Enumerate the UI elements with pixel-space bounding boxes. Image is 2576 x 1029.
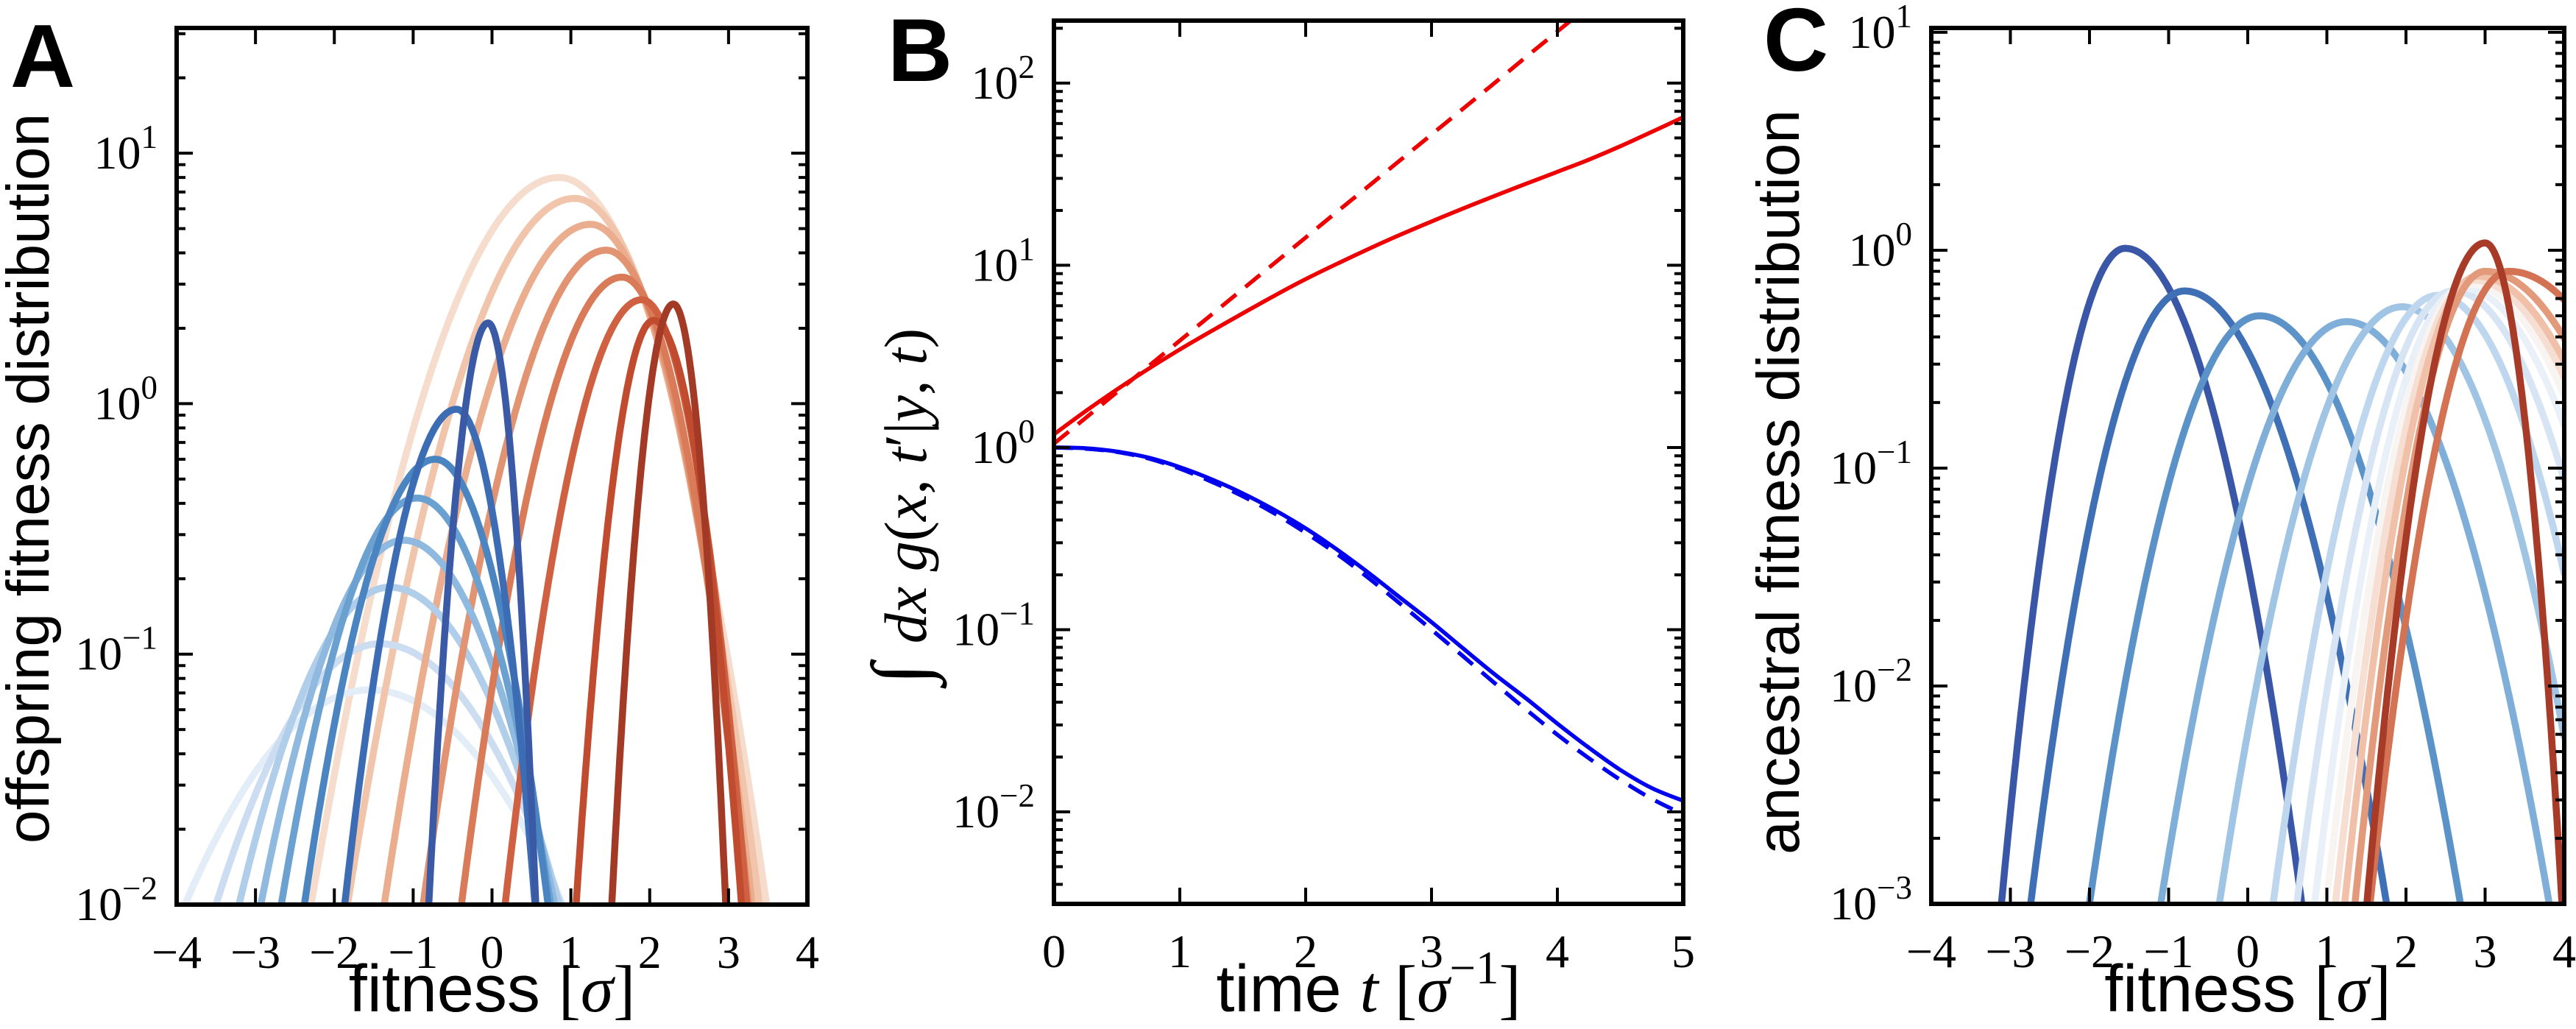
panel-A-curves — [181, 174, 771, 905]
panel-A-ticks — [175, 28, 809, 906]
panel-B-y-tick-labels: 102 101 100 10−1 10−2 — [952, 49, 1035, 838]
panel-A-x-tick-labels: −4 −3 −2 −1 0 1 2 3 4 — [152, 926, 819, 978]
panel-C-x-tick-4: 4 — [2552, 925, 2576, 977]
panel-A-x-tick-0: 0 — [481, 926, 504, 978]
panel-A-x-axis-label: fitness [σ] — [349, 952, 635, 1026]
panel-A-curve-red-t5 — [458, 273, 749, 905]
panel-A-y-tick-1e-1: 10−1 — [75, 620, 158, 680]
panel-C-x-tick--4: −4 — [1906, 925, 1956, 977]
panel-C-x-tick--2: −2 — [2064, 925, 2115, 977]
panel-A-curve-blue-t4 — [257, 537, 559, 905]
panel-C-ticks — [1930, 28, 2566, 905]
panel-C-curve-ancestral-14 — [2363, 239, 2564, 904]
panel-B-x-tick-5: 5 — [1671, 925, 1695, 977]
panel-A-x-tick-4: 4 — [796, 926, 819, 978]
panel-C-curve-ancestral-4 — [2156, 318, 2553, 904]
panel-C-x-axis-label: fitness [σ] — [2104, 952, 2391, 1026]
panel-B-x-axis-label: time t [σ−1] — [1217, 942, 1521, 1026]
panel-A-x-tick-1: 1 — [559, 926, 583, 978]
panel-B-y-tick-1e-2: 10−2 — [952, 777, 1035, 838]
panel-A-y-tick-labels: 101 100 10−1 10−2 — [75, 119, 158, 930]
panel-A-x-tick-3: 3 — [717, 926, 740, 978]
panel-C-curve-ancestral-6 — [2269, 291, 2564, 904]
panel-B-line-red-dashed — [1054, 21, 1574, 445]
panel-C-x-tick--3: −3 — [1985, 925, 2035, 977]
panel-B-ticks — [1052, 21, 1685, 904]
panel-A-x-tick--3: −3 — [230, 926, 280, 978]
panel-C-curve-ancestral-12 — [2351, 267, 2564, 904]
panel-B-curves — [1054, 21, 1683, 816]
panel-B-axes-box — [1052, 18, 1685, 906]
panel-B-x-tick-4: 4 — [1546, 925, 1569, 977]
panel-C-y-tick-1e-2: 10−2 — [1830, 651, 1912, 712]
panel-B-y-tick-1e1: 101 — [972, 230, 1036, 291]
panel-B-line-blue-dashed — [1054, 445, 1683, 816]
panel-C-axes-box — [1929, 26, 2566, 906]
panel-C-y-tick-1e-3: 10−3 — [1830, 869, 1912, 930]
panel-C-x-tick-3: 3 — [2474, 925, 2497, 977]
panel-B-y-tick-1e-1: 10−1 — [952, 595, 1035, 655]
panel-C-curve-ancestral-13 — [2366, 267, 2564, 904]
panel-B: 0 1 2 3 4 5 102 101 100 10−1 10−2 time t [σ−1] ∫ dx … — [857, 0, 1695, 1026]
panel-B-x-tick-2: 2 — [1294, 925, 1317, 977]
panel-B-line-red-solid — [1054, 115, 1683, 436]
panel-C-y-axis-label: ancestral fitness distribution — [1745, 110, 1812, 855]
panel-letter-A: A — [10, 6, 75, 106]
panel-A-x-tick--2: −2 — [309, 926, 359, 978]
panel-A-x-tick--1: −1 — [388, 926, 438, 978]
panel-C-y-tick-1e-1: 10−1 — [1830, 434, 1912, 494]
panel-C-curves — [1998, 239, 2564, 904]
panel-A-y-tick-1e-2: 10−2 — [75, 870, 158, 930]
panel-B-x-tick-3: 3 — [1420, 925, 1443, 977]
panel-C-x-tick--1: −1 — [2143, 925, 2193, 977]
panel-B-y-tick-1e2: 102 — [972, 49, 1036, 109]
panel-A-x-tick-2: 2 — [638, 926, 662, 978]
panel-letter-B: B — [888, 0, 952, 100]
panel-C-curve-ancestral-2 — [2027, 287, 2391, 904]
panel-A: −4 −3 −2 −1 0 1 2 3 4 101 100 10−1 10−2 fitness [σ] of… — [0, 6, 819, 1026]
panel-letter-C: C — [1763, 0, 1828, 90]
panel-C-curve-ancestral-1 — [1998, 244, 2306, 904]
panel-A-curve-red-t8 — [608, 300, 729, 905]
panel-A-y-tick-1e0: 100 — [94, 369, 158, 429]
panel-A-x-tick--4: −4 — [152, 926, 202, 978]
panel-A-curve-blue-t3 — [235, 584, 563, 905]
panel-C-curve-ancestral-5 — [2215, 303, 2564, 904]
panel-C-y-tick-labels: 101 100 10−1 10−2 10−3 — [1830, 0, 1912, 930]
panel-B-x-tick-1: 1 — [1168, 925, 1192, 977]
panel-B-line-blue-solid — [1054, 445, 1683, 803]
panel-B-x-tick-0: 0 — [1042, 925, 1066, 977]
panel-A-curve-blue-t8 — [425, 319, 539, 905]
panel-C-x-tick-0: 0 — [2236, 925, 2260, 977]
panel-C-curve-ancestral-8 — [2310, 284, 2564, 904]
panel-B-y-tick-1e0: 100 — [972, 413, 1036, 473]
panel-C-x-tick-1: 1 — [2315, 925, 2339, 977]
panel-B-y-axis-label: ∫ dx g(x, t′|y, t) — [857, 328, 947, 689]
panel-A-y-tick-1e1: 101 — [94, 119, 158, 179]
panel-C-y-tick-1e1: 101 — [1849, 0, 1913, 58]
panel-B-x-tick-labels: 0 1 2 3 4 5 — [1042, 925, 1695, 977]
panel-A-curve-red-t7 — [573, 317, 746, 905]
panel-A-y-axis-label: offspring fitness distribution — [0, 113, 62, 844]
panel-C-y-tick-1e0: 100 — [1849, 216, 1913, 276]
panel-C-x-tick-2: 2 — [2394, 925, 2418, 977]
panel-C: −4 −3 −2 −1 0 1 2 3 4 101 100 10−1 10−2 10−3 fitness [… — [1745, 0, 2576, 1026]
panel-A-curve-blue-t7 — [341, 406, 539, 905]
panel-C-x-tick-labels: −4 −3 −2 −1 0 1 2 3 4 — [1906, 925, 2576, 977]
panel-A-curve-blue-t5 — [277, 494, 555, 905]
